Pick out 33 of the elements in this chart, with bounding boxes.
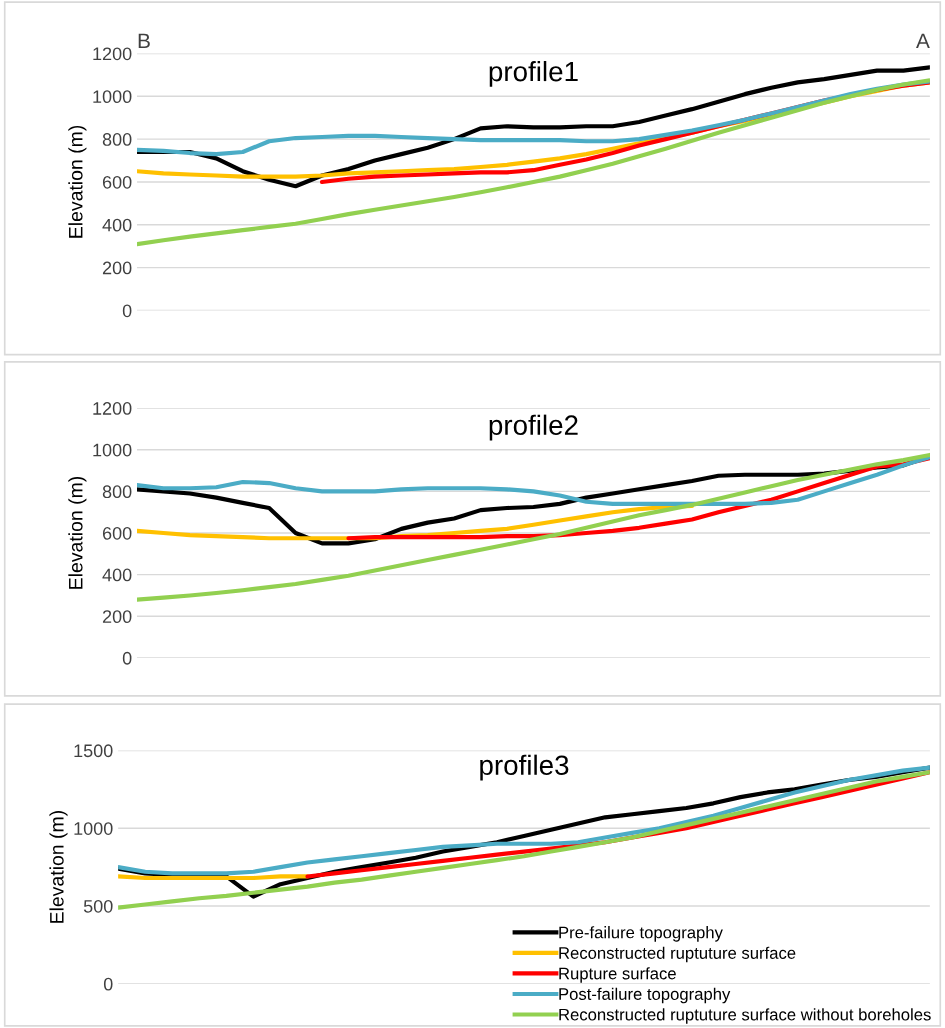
y-tick-label: 1500 [74, 744, 113, 758]
y-tick-label: 0 [122, 304, 132, 318]
y-axis-title: Elevation (m) [68, 125, 87, 238]
y-tick-label: 600 [102, 526, 132, 540]
chart-title: profile3 [480, 754, 569, 781]
line-series [137, 452, 930, 602]
y-tick-label: 800 [102, 485, 132, 499]
y-tick-label: 400 [102, 568, 132, 582]
y-axis-title: Elevation (m) [49, 811, 68, 923]
y-tick-label: 200 [102, 261, 132, 275]
y-tick-label: 800 [102, 133, 132, 146]
legend-label: Pre-failure topography [559, 926, 723, 942]
chart-title: profile1 [489, 60, 578, 87]
y-tick-label: 500 [83, 899, 113, 913]
line-series [137, 454, 930, 506]
legend-label: Reconstructed ruptuture surface without boreholes [559, 1008, 931, 1024]
y-tick-label: 1200 [93, 402, 132, 415]
text: B [138, 33, 150, 48]
y-tick-label: 1000 [74, 822, 113, 835]
y-tick-label: 1200 [93, 47, 132, 61]
legend-label: Rupture surface [559, 967, 676, 983]
legend-label: Reconstructed ruptuture surface [559, 946, 796, 963]
y-tick-label: 1000 [93, 90, 132, 104]
legend-label: Post-failure topography [559, 987, 731, 1004]
y-tick-label: 400 [102, 218, 132, 232]
y-tick-label: 200 [102, 610, 132, 624]
y-tick-label: 1000 [93, 443, 132, 457]
chart-title: profile2 [489, 414, 578, 441]
y-tick-label: 0 [122, 651, 132, 665]
text: A [916, 33, 930, 48]
y-tick-label: 0 [103, 977, 113, 991]
y-axis-title: Elevation (m) [68, 476, 87, 589]
y-tick-label: 600 [102, 175, 132, 189]
